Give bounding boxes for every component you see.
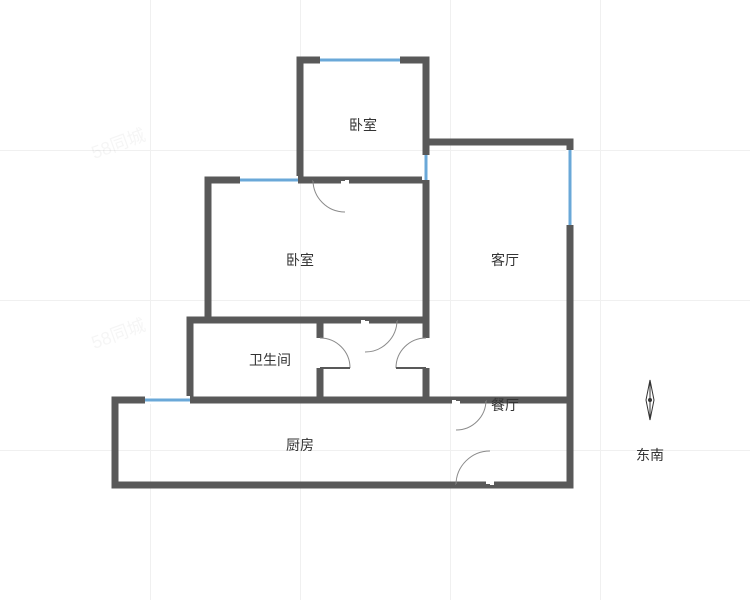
compass-icon [628, 378, 672, 422]
room-label-living: 客厅 [491, 250, 519, 270]
room-label-bathroom: 卫生间 [249, 350, 291, 370]
door-arc [313, 180, 345, 212]
door-arc [456, 400, 486, 430]
door-arc [456, 451, 490, 485]
door-arc [320, 338, 350, 368]
room-label-kitchen: 厨房 [286, 435, 314, 455]
room-label-dining: 餐厅 [491, 395, 519, 415]
outer-wall [115, 60, 570, 485]
door-arc [365, 320, 397, 352]
floor-plan [0, 0, 750, 600]
compass-label: 东南 [636, 445, 664, 465]
compass [628, 378, 672, 422]
inner-wall [300, 142, 426, 180]
door-arc [396, 338, 426, 368]
room-label-bedroom-2: 卧室 [286, 250, 314, 270]
room-label-bedroom-1: 卧室 [349, 115, 377, 135]
